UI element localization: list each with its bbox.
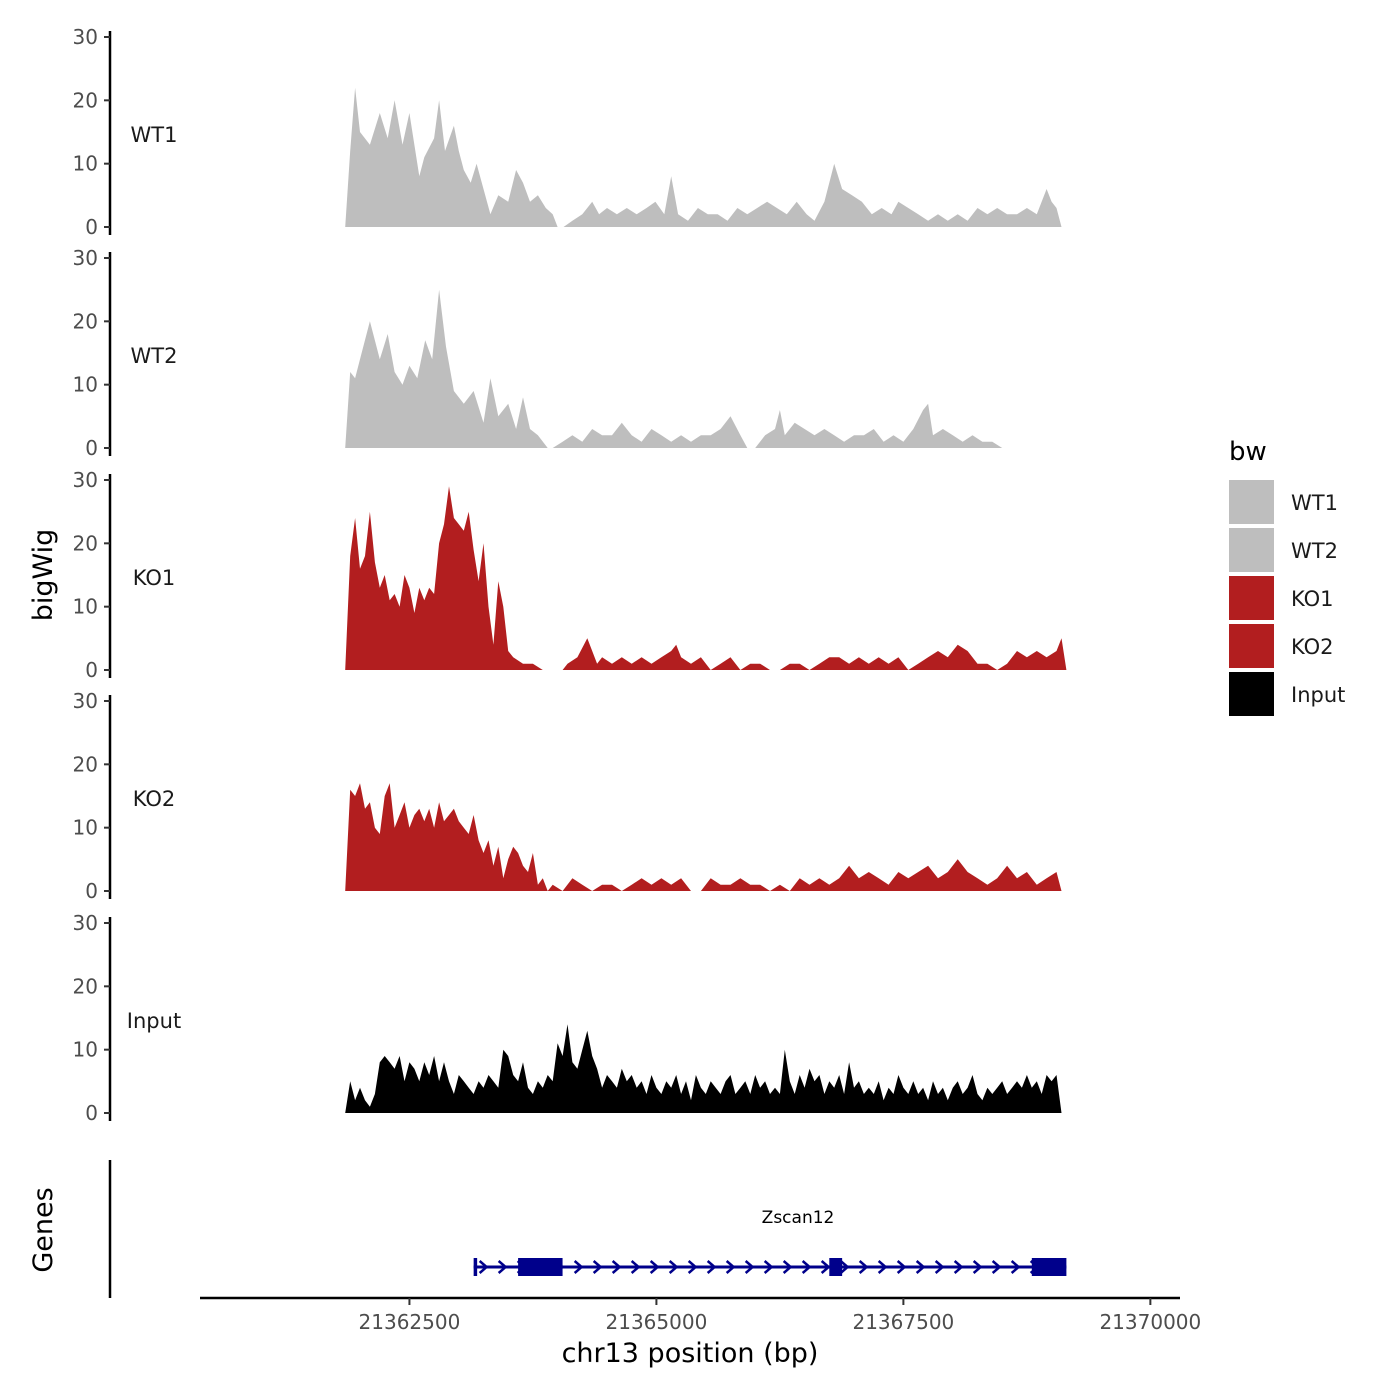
strand-arrow (858, 1260, 869, 1274)
x-tick-label: 21370000 (1099, 1310, 1201, 1334)
series-area-ko2 (345, 783, 1062, 891)
y-tick-label: 10 (73, 373, 98, 397)
y-tick-label: 30 (73, 689, 98, 713)
y-tick-label: 30 (73, 25, 98, 49)
legend-key-ko2 (1229, 624, 1274, 668)
strand-arrow (611, 1260, 622, 1274)
strand-arrow (497, 1260, 508, 1274)
y-tick-label: 0 (85, 436, 98, 460)
strand-arrow (744, 1260, 755, 1274)
series-area-input (345, 1024, 1062, 1113)
strand-arrow (478, 1260, 489, 1274)
strand-arrow (896, 1260, 907, 1274)
y-tick-label: 20 (73, 309, 98, 333)
x-tick-label: 21365000 (606, 1310, 708, 1334)
strand-arrow (877, 1260, 888, 1274)
y-tick-label: 20 (73, 974, 98, 998)
gene-zscan12: Zscan12 (473, 1208, 1067, 1276)
y-tick-label: 0 (85, 879, 98, 903)
bigwig-tracks: 0 10 20 30 WT1 0 10 20 30 WT2 0 10 20 30 KO1 0 10 20 30 KO2… (73, 25, 1067, 1125)
strand-arrow (763, 1260, 774, 1274)
legend-key-input (1229, 672, 1274, 716)
track-label: Input (127, 1009, 181, 1033)
x-axis-title: chr13 position (bp) (562, 1338, 819, 1369)
strand-arrow (687, 1260, 698, 1274)
y-tick-label: 30 (73, 246, 98, 270)
gene-exon (518, 1258, 563, 1276)
strand-arrow (592, 1260, 603, 1274)
y-tick-label: 0 (85, 215, 98, 239)
strand-arrow (839, 1260, 850, 1274)
y-tick-label: 10 (73, 152, 98, 176)
strand-arrow (934, 1260, 945, 1274)
strand-arrow (706, 1260, 717, 1274)
legend: bw WT1 WT2 KO1 KO2 Input (1229, 437, 1345, 716)
strand-arrow (915, 1260, 926, 1274)
track-panel-wt2: 0 10 20 30 WT2 (73, 246, 1003, 460)
legend-key-wt2 (1229, 528, 1274, 572)
legend-label-ko1: KO1 (1291, 587, 1334, 611)
y-tick-label: 30 (73, 911, 98, 935)
track-panel-ko2: 0 10 20 30 KO2 (73, 689, 1062, 903)
strand-arrow (573, 1260, 584, 1274)
strand-arrow (1010, 1260, 1021, 1274)
track-label: WT2 (131, 344, 178, 368)
legend-label-input: Input (1291, 683, 1345, 707)
strand-arrow (953, 1260, 964, 1274)
track-label: KO2 (133, 787, 176, 811)
strand-arrow (972, 1260, 983, 1274)
track-label: WT1 (131, 123, 178, 147)
x-tick-label: 21367500 (852, 1310, 954, 1334)
strand-arrow (820, 1260, 831, 1274)
series-area-wt1 (345, 87, 1062, 227)
legend-key-wt1 (1229, 480, 1274, 524)
y-tick-label: 10 (73, 595, 98, 619)
genes-track-title: Genes (28, 1187, 59, 1272)
y-tick-label: 10 (73, 1038, 98, 1062)
gene-exon (1031, 1258, 1067, 1276)
genes-track: Zscan12 (108, 1160, 1067, 1298)
track-label: KO1 (133, 566, 176, 590)
gene-exon (829, 1258, 843, 1276)
strand-arrow (649, 1260, 660, 1274)
strand-arrow (725, 1260, 736, 1274)
y-tick-label: 0 (85, 658, 98, 682)
legend-label-wt2: WT2 (1291, 539, 1338, 563)
strand-arrow (630, 1260, 641, 1274)
legend-key-ko1 (1229, 576, 1274, 620)
y-tick-label: 20 (73, 531, 98, 555)
legend-label-ko2: KO2 (1291, 635, 1334, 659)
strand-arrow (668, 1260, 679, 1274)
legend-title: bw (1229, 437, 1267, 467)
legend-label-wt1: WT1 (1291, 491, 1338, 515)
strand-arrow (991, 1260, 1002, 1274)
x-axis: 21362500 21365000 21367500 21370000 (200, 1296, 1201, 1334)
strand-arrow (801, 1260, 812, 1274)
y-tick-label: 20 (73, 752, 98, 776)
strand-arrow (782, 1260, 793, 1274)
y-axis-title: bigWig (28, 529, 59, 622)
y-tick-label: 10 (73, 816, 98, 840)
y-tick-label: 0 (85, 1101, 98, 1125)
track-panel-wt1: 0 10 20 30 WT1 (73, 25, 1062, 239)
series-area-wt2 (345, 289, 1003, 448)
track-panel-input: 0 10 20 30 Input (73, 911, 1062, 1125)
track-panel-ko1: 0 10 20 30 KO1 (73, 468, 1067, 682)
y-tick-label: 20 (73, 88, 98, 112)
x-tick-label: 21362500 (359, 1310, 461, 1334)
series-area-ko1 (345, 486, 1067, 670)
gene-label: Zscan12 (762, 1208, 835, 1228)
y-tick-label: 30 (73, 468, 98, 492)
